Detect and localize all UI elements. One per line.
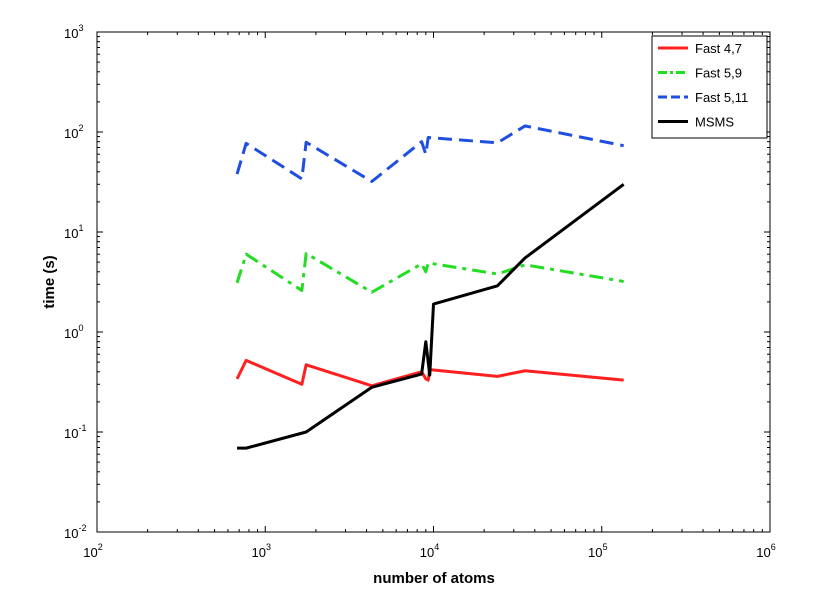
series-line-1: [235, 358, 624, 388]
axis-ticks: [96, 31, 771, 533]
legend-label-2: Fast 5,9: [695, 66, 742, 81]
legend-label-1: Fast 4,7: [695, 41, 742, 56]
legend-label-4: MSMS: [695, 115, 734, 130]
series-line-3: [235, 124, 624, 183]
legend-label-3: Fast 5,11: [695, 90, 748, 105]
series-line-2: [235, 251, 624, 294]
plot-lines: [235, 124, 625, 450]
x-axis-title: number of atoms: [373, 570, 495, 587]
legend: Fast 4,7 Fast 5,9 Fast 5,11 MSMS: [651, 35, 768, 139]
y-axis-title: time (s): [41, 255, 58, 308]
series-line-4: [237, 183, 625, 450]
